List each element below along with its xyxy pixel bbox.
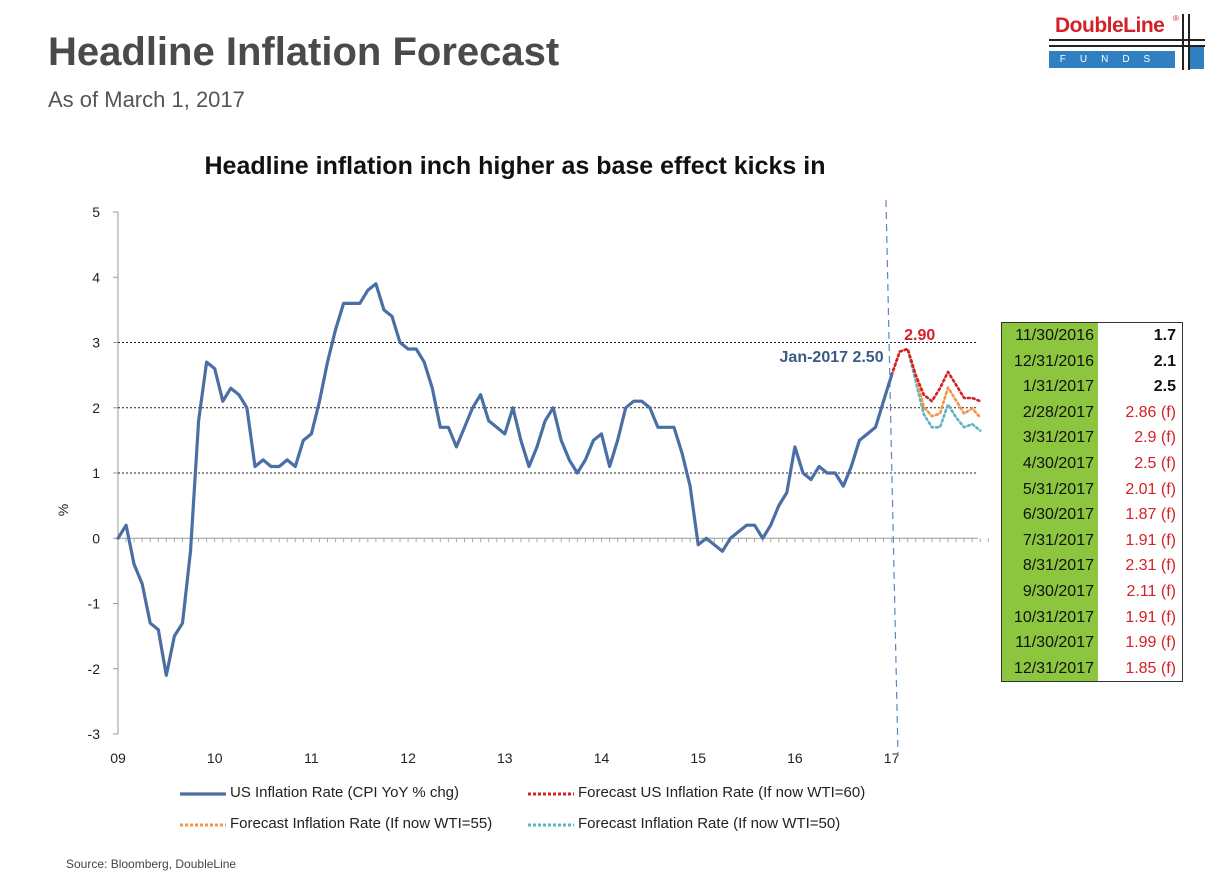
x-tick-label: 13 — [497, 750, 513, 766]
x-tick-label: 10 — [207, 750, 223, 766]
x-tick-label: 15 — [690, 750, 706, 766]
forecast-table-value: 2.31 (f) — [1125, 557, 1176, 575]
annotation-peak: 2.90 — [904, 327, 935, 344]
legend-forecast-wti55-label: Forecast Inflation Rate (If now WTI=55) — [230, 815, 493, 832]
forecast-table-value: 2.5 — [1153, 378, 1176, 396]
forecast-table-date: 1/31/2017 — [1002, 374, 1098, 400]
forecast-table-row: 12/31/2017 1.85 (f) — [1002, 655, 1182, 682]
forecast-table-row: 3/31/2017 2.9 (f) — [1002, 425, 1182, 451]
forecast-table-value: 2.9 (f) — [1134, 429, 1176, 447]
forecast-table-value: 1.87 (f) — [1125, 506, 1176, 524]
forecast-table-value: 2.11 (f) — [1126, 582, 1177, 600]
forecast-table-row: 1/31/2017 2.5 — [1002, 374, 1182, 400]
logo-funds: FUNDS — [1049, 51, 1175, 68]
x-tick-label: 11 — [304, 750, 319, 766]
forecast-table-row: 7/31/2017 1.91 (f) — [1002, 527, 1182, 554]
forecast-table-row: 6/30/2017 1.87 (f) — [1002, 502, 1182, 528]
series-forecast-wti50-line — [890, 347, 982, 432]
forecast-table-date: 2/28/2017 — [1002, 399, 1098, 426]
y-tick-label: 5 — [92, 204, 100, 220]
y-tick-label: -2 — [88, 661, 101, 677]
legend-us-inflation-swatch — [180, 792, 226, 796]
series-us-inflation-line — [116, 282, 894, 677]
page-subtitle: As of March 1, 2017 — [48, 87, 245, 112]
forecast-table-date: 9/30/2017 — [1002, 578, 1098, 605]
forecast-table-row: 5/31/2017 2.01 (f) — [1002, 476, 1182, 503]
series-forecast-wti60-line — [890, 347, 982, 403]
forecast-table-value: 1.91 (f) — [1125, 608, 1176, 626]
y-tick-label: 2 — [92, 400, 100, 416]
forecast-table-value: 1.91 (f) — [1125, 531, 1176, 549]
forecast-table-row: 4/30/2017 2.5 (f) — [1002, 450, 1182, 477]
forecast-table-date: 11/30/2016 — [1002, 323, 1098, 349]
forecast-table-date: 12/31/2016 — [1002, 348, 1098, 375]
series-forecast-wti55-line — [890, 347, 982, 419]
x-tick-label: 12 — [400, 750, 416, 766]
forecast-table-date: 5/31/2017 — [1002, 476, 1098, 503]
legend-forecast-wti50-swatch — [528, 823, 574, 827]
forecast-table: 11/30/2016 1.7 12/31/2016 2.1 1/31/2017 2.5 2/… — [1001, 322, 1183, 683]
forecast-table-row: 2/28/2017 2.86 (f) — [1002, 399, 1182, 426]
chart-title: Headline inflation inch higher as base e… — [204, 152, 826, 180]
forecast-table-date: 11/30/2017 — [1002, 630, 1098, 656]
forecast-table-value: 1.85 (f) — [1125, 659, 1176, 677]
forecast-table-date: 8/31/2017 — [1002, 553, 1098, 579]
forecast-table-value: 1.7 — [1153, 327, 1176, 344]
forecast-table-date: 6/30/2017 — [1002, 502, 1098, 528]
legend-us-inflation-label: US Inflation Rate (CPI YoY % chg) — [230, 784, 460, 801]
doubleline-logo: DoubleLine ® FUNDS — [1047, 10, 1207, 72]
y-tick-label: 0 — [92, 530, 100, 546]
logo-cross-icon — [1049, 14, 1205, 70]
x-tick-label: 16 — [787, 750, 803, 766]
forecast-table-row: 9/30/2017 2.11 (f) — [1002, 578, 1182, 605]
forecast-table-row: 8/31/2017 2.31 (f) — [1002, 553, 1182, 579]
forecast-table-date: 12/31/2017 — [1002, 655, 1098, 682]
x-tick-label: 09 — [110, 750, 126, 766]
forecast-table-value: 2.5 (f) — [1134, 454, 1176, 472]
page-title: Headline Inflation Forecast — [48, 30, 560, 74]
forecast-table-value: 1.99 (f) — [1125, 634, 1176, 652]
logo-name: DoubleLine — [1055, 14, 1165, 37]
forecast-cutoff-line — [885, 199, 899, 757]
y-tick-label: -3 — [88, 726, 101, 742]
forecast-table-row: 11/30/2016 1.7 — [1002, 323, 1182, 349]
forecast-table-date: 10/31/2017 — [1002, 604, 1098, 631]
y-tick-label: 1 — [92, 465, 100, 481]
forecast-table-date: 7/31/2017 — [1002, 527, 1098, 554]
forecast-table-value: 2.1 — [1153, 352, 1176, 370]
y-tick-label: 3 — [92, 335, 100, 351]
legend-forecast-wti50-label: Forecast Inflation Rate (If now WTI=50) — [578, 815, 841, 832]
logo-registered-mark: ® — [1173, 14, 1179, 23]
x-tick-label: 14 — [594, 750, 610, 766]
forecast-table-date: 3/31/2017 — [1002, 425, 1098, 451]
y-tick-label: -1 — [88, 596, 101, 612]
forecast-table-value: 2.01 (f) — [1125, 480, 1176, 498]
x-tick-label: 17 — [884, 750, 900, 766]
forecast-table-row: 11/30/2017 1.99 (f) — [1002, 630, 1182, 656]
forecast-table-row: 12/31/2016 2.1 — [1002, 348, 1182, 375]
forecast-table-value: 2.86 (f) — [1125, 403, 1176, 421]
legend-forecast-wti60-swatch — [528, 792, 574, 796]
y-tick-label: 4 — [92, 269, 100, 285]
forecast-table-date: 4/30/2017 — [1002, 450, 1098, 477]
y-axis-label: % — [55, 504, 71, 516]
legend-forecast-wti55-swatch — [180, 823, 226, 827]
source-note: Source: Bloomberg, DoubleLine — [66, 857, 237, 871]
annotation-jan-2017: Jan-2017 2.50 — [780, 349, 884, 366]
legend-forecast-wti60-label: Forecast US Inflation Rate (If now WTI=6… — [578, 784, 866, 801]
forecast-table-row: 10/31/2017 1.91 (f) — [1002, 604, 1182, 631]
